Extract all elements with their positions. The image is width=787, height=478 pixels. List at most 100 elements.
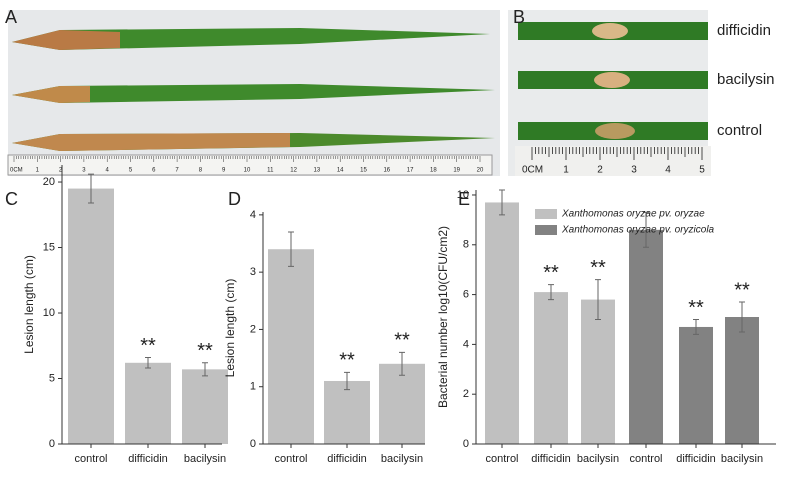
y-axis-label: Bacterial number log10(CFU/cm2) [436,226,450,408]
x-tick-label: difficidin [327,453,367,465]
legend-label: Xanthomonas oryzae pv. oryzae [561,209,705,220]
error-bar [202,362,208,377]
significance: ** [339,350,355,372]
treatment-label: bacilysin [717,71,775,88]
ruler-number: 19 [453,168,460,174]
ruler-number: 6 [152,168,156,174]
x-tick-label: control [74,453,107,465]
y-tick-label: 20 [43,176,55,188]
ruler-number: 16 [383,168,390,174]
y-tick-label: 1 [250,381,256,393]
ruler-number: 12 [290,168,297,174]
ruler-number: 8 [199,168,203,174]
error-bar [595,279,601,320]
ruler-unit: 0CM [10,168,23,174]
ruler-number: 2 [59,168,63,174]
significance: ** [734,279,750,301]
error-bar [344,371,350,391]
leaf-lesion [12,133,290,151]
ruler-number: 1 [563,165,569,176]
panel-label: A [5,7,17,27]
ruler-number: 4 [665,165,671,176]
y-tick-label: 2 [250,323,256,335]
error-bar [548,284,554,301]
x-tick-label: control [485,453,518,465]
bar [534,292,568,444]
significance: ** [394,330,410,352]
ruler [7,154,493,176]
significance: ** [688,297,704,319]
y-tick-label: 15 [43,241,55,253]
error-bar [88,173,94,204]
error-bar [643,211,649,248]
y-tick-label: 0 [250,438,256,450]
bar [485,202,519,444]
ruler-number: 20 [477,168,484,174]
y-tick-label: 0 [49,438,55,450]
photo-a [7,10,500,176]
y-tick-label: 10 [457,189,469,201]
legend-label: Xanthomonas oryzae pv. oryzicola [561,225,715,236]
leaf-lesion [12,30,120,50]
x-tick-label: bacilysin [577,453,619,465]
ruler-number: 15 [360,168,367,174]
leaf-lesion [595,123,635,139]
ruler-number: 10 [244,168,251,174]
ruler-number: 2 [597,165,603,176]
bar [182,369,228,444]
ruler-number: 3 [82,168,86,174]
legend-swatch [535,209,557,219]
bar [581,299,615,444]
error-bar [739,301,745,333]
bar [679,326,713,444]
bar [324,380,370,444]
leaf-lesion [594,72,630,88]
ruler-number: 1 [36,168,40,174]
x-tick-label: difficidin [128,453,168,465]
y-tick-label: 3 [250,266,256,278]
panel-label: C [5,189,18,209]
bar [125,362,171,444]
y-tick-label: 5 [49,372,55,384]
y-tick-label: 6 [463,288,469,300]
x-tick-label: bacilysin [721,453,763,465]
ruler-number: 4 [106,168,110,174]
treatment-label: control [717,122,762,139]
ruler-number: 14 [337,168,344,174]
error-bar [288,231,294,267]
x-tick-label: bacilysin [381,453,423,465]
x-tick-label: difficidin [676,453,716,465]
y-axis-label: Lesion length (cm) [223,279,237,378]
bar [725,317,759,444]
x-tick-label: difficidin [531,453,571,465]
leaf-lesion [12,86,90,103]
y-tick-label: 8 [463,239,469,251]
y-tick-label: 2 [463,388,469,400]
photo-b: difficidin bacilysin control [508,10,775,176]
significance: ** [197,340,213,362]
treatment-label: difficidin [717,22,771,39]
significance: ** [140,335,156,357]
ruler-number: 18 [430,168,437,174]
ruler-number: 5 [699,165,705,176]
leaf-lesion [592,23,628,39]
bar [68,188,114,444]
x-tick-label: bacilysin [184,453,226,465]
y-tick-label: 10 [43,307,55,319]
axes [262,212,425,445]
bar [379,363,425,444]
ruler-number: 3 [631,165,637,176]
y-axis-label: Lesion length (cm) [22,255,36,354]
significance: ** [590,257,606,279]
ruler-number: 9 [222,168,226,174]
bar [629,229,663,444]
ruler-number: 17 [407,168,414,174]
y-tick-label: 0 [463,438,469,450]
ruler-number: 5 [129,168,133,174]
leaf [12,84,495,103]
ruler-number: 7 [175,168,179,174]
leaf [12,28,490,50]
ruler-number: 13 [314,168,321,174]
y-tick-label: 4 [463,338,469,350]
